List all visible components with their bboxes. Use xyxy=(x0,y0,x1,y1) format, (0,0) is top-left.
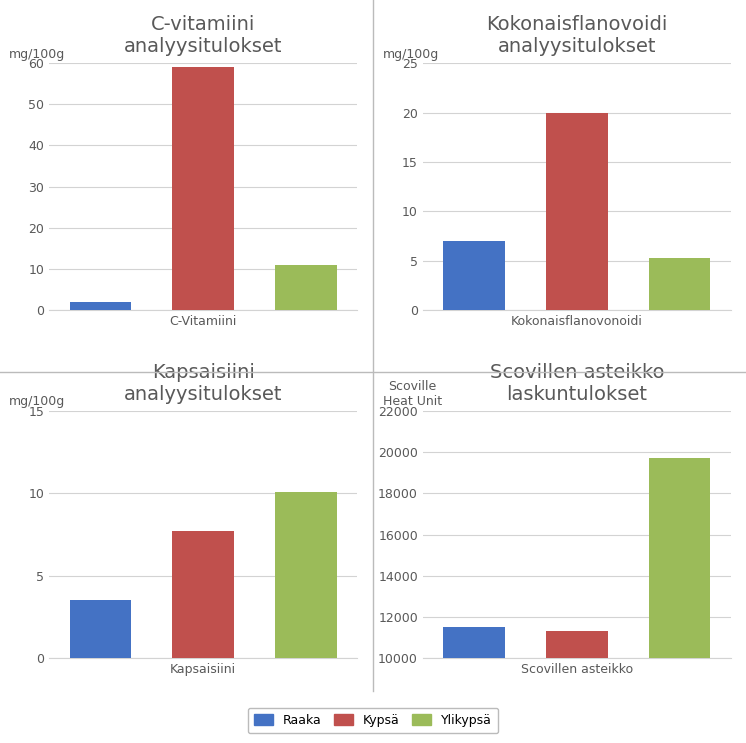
Title: Kapsaisiini
analyysitulokset: Kapsaisiini analyysitulokset xyxy=(124,363,283,404)
Title: C-vitamiini
analyysitulokset: C-vitamiini analyysitulokset xyxy=(124,15,283,56)
Bar xyxy=(172,67,234,311)
Bar xyxy=(275,265,336,311)
Text: mg/100g: mg/100g xyxy=(9,395,66,409)
Bar xyxy=(69,600,131,658)
Text: Scoville
Heat Unit: Scoville Heat Unit xyxy=(383,380,442,409)
Bar xyxy=(172,531,234,658)
Bar xyxy=(649,458,710,743)
Bar xyxy=(546,112,608,311)
Title: Scovillen asteikko
laskuntulokset: Scovillen asteikko laskuntulokset xyxy=(489,363,664,404)
Bar xyxy=(649,258,710,311)
Text: mg/100g: mg/100g xyxy=(383,48,439,61)
Bar xyxy=(443,627,505,743)
Bar xyxy=(443,241,505,311)
Legend: Raaka, Kypsä, Ylikypsä: Raaka, Kypsä, Ylikypsä xyxy=(248,707,498,733)
Bar xyxy=(69,302,131,311)
Bar xyxy=(546,632,608,743)
Text: mg/100g: mg/100g xyxy=(9,48,66,61)
Title: Kokonaisflanovoidi
analyysitulokset: Kokonaisflanovoidi analyysitulokset xyxy=(486,15,668,56)
Bar xyxy=(275,492,336,658)
